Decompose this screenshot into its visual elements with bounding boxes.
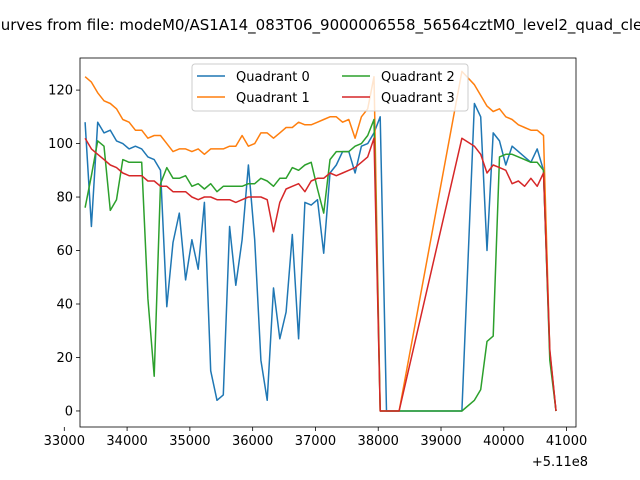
x-tick-label: 38000 [358,434,399,449]
y-tick-label: 100 [48,137,73,152]
y-tick-label: 80 [56,191,73,206]
series-line-quadrant-0 [84,102,557,412]
x-tick-label: 41000 [546,434,587,449]
y-tick-label: 0 [65,404,73,419]
x-tick-label: 33000 [44,434,85,449]
legend-label: Quadrant 1 [236,91,310,106]
legend: Quadrant 0 Quadrant 1 Quadrant 2 Quadrant 3 [191,63,469,112]
series-line-quadrant-3 [84,137,557,412]
x-axis-offset-label: +5.11e8 [532,455,588,470]
x-tick-label: 40000 [483,434,524,449]
chart-title: Light curves from file: modeM0/AS1A14_08… [0,16,640,35]
series-line-quadrant-1 [84,70,557,412]
legend-label: Quadrant 0 [236,70,310,85]
legend-label: Quadrant 2 [381,70,455,85]
series-line-quadrant-2 [84,118,557,412]
y-axis: 0 20 40 60 80 100 120 [48,84,80,419]
x-tick-label: 37000 [295,434,336,449]
x-tick-label: 34000 [106,434,147,449]
y-tick-label: 120 [48,84,73,99]
x-tick-label: 35000 [169,434,210,449]
legend-box [191,63,469,112]
x-tick-label: 36000 [232,434,273,449]
x-tick-label: 39000 [420,434,461,449]
legend-label: Quadrant 3 [381,91,455,106]
y-tick-label: 60 [56,244,73,259]
y-tick-label: 20 [56,351,73,366]
y-tick-label: 40 [56,298,73,313]
axes-frame [79,57,577,428]
x-axis: 33000 34000 35000 36000 37000 38000 39000 40000… [44,427,587,449]
plot-area [79,57,577,428]
